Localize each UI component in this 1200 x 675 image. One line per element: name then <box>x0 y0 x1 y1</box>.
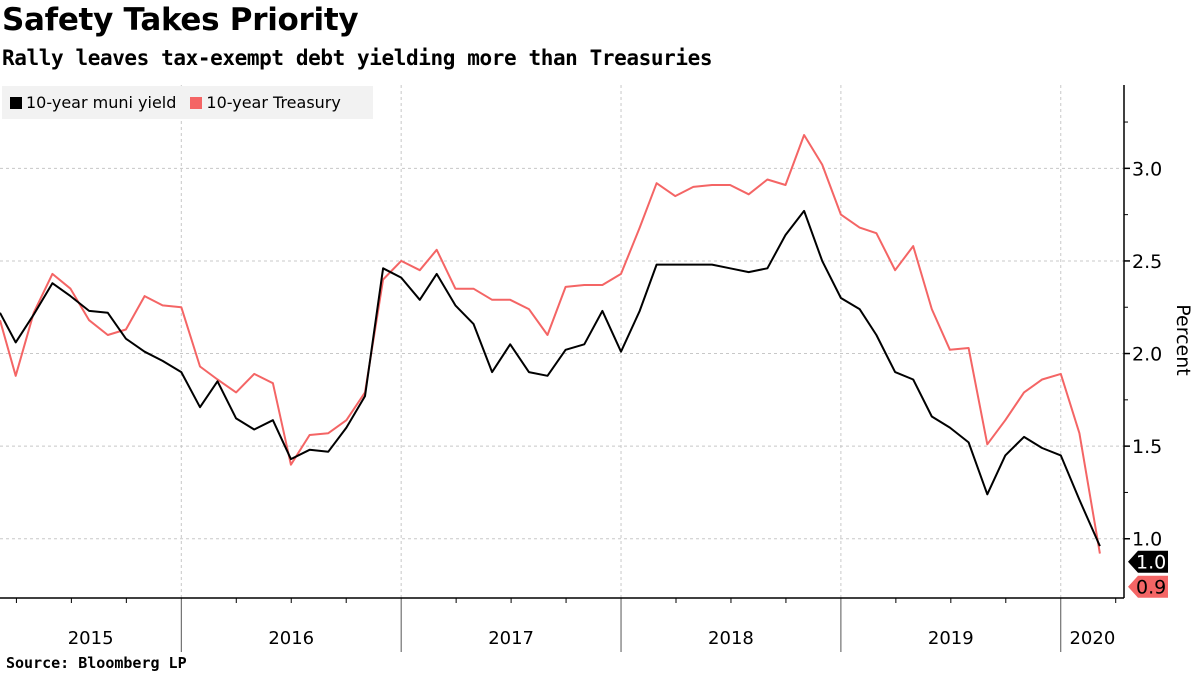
series-line-muni <box>0 209 1101 547</box>
legend-label-muni: 10-year muni yield <box>26 93 177 112</box>
legend-item-treasury: 10-year Treasury <box>190 93 341 112</box>
end-label-muni: 1.0 <box>1136 552 1166 574</box>
legend: 10-year muni yield 10-year Treasury <box>2 86 373 119</box>
end-label-treasury: 0.9 <box>1136 577 1166 599</box>
y-tick-label: 3.0 <box>1132 158 1162 180</box>
x-tick-label: 2018 <box>708 628 754 649</box>
y-tick-label: 2.5 <box>1132 251 1162 273</box>
x-tick-label: 2019 <box>928 628 974 649</box>
legend-label-treasury: 10-year Treasury <box>206 93 341 112</box>
x-tick-label: 2017 <box>488 628 534 649</box>
legend-item-muni: 10-year muni yield <box>10 93 176 112</box>
legend-swatch-treasury <box>190 96 203 109</box>
y-axis-label: Percent <box>1172 304 1194 376</box>
chart-title: Safety Takes Priority <box>2 2 359 38</box>
series-line-treasury <box>0 134 1101 554</box>
x-tick-label: 2015 <box>68 628 114 649</box>
end-label-box-treasury <box>1128 575 1168 598</box>
legend-swatch-muni <box>10 96 22 109</box>
y-tick-label: 1.5 <box>1132 436 1162 458</box>
chart-subtitle: Rally leaves tax-exempt debt yielding mo… <box>2 46 713 70</box>
end-label-box-muni <box>1128 550 1168 573</box>
x-tick-label: 2020 <box>1069 628 1115 649</box>
y-tick-label: 2.0 <box>1132 344 1162 366</box>
y-tick-label: 1.0 <box>1132 529 1162 551</box>
x-tick-label: 2016 <box>268 628 314 649</box>
source-note: Source: Bloomberg LP <box>6 654 187 672</box>
